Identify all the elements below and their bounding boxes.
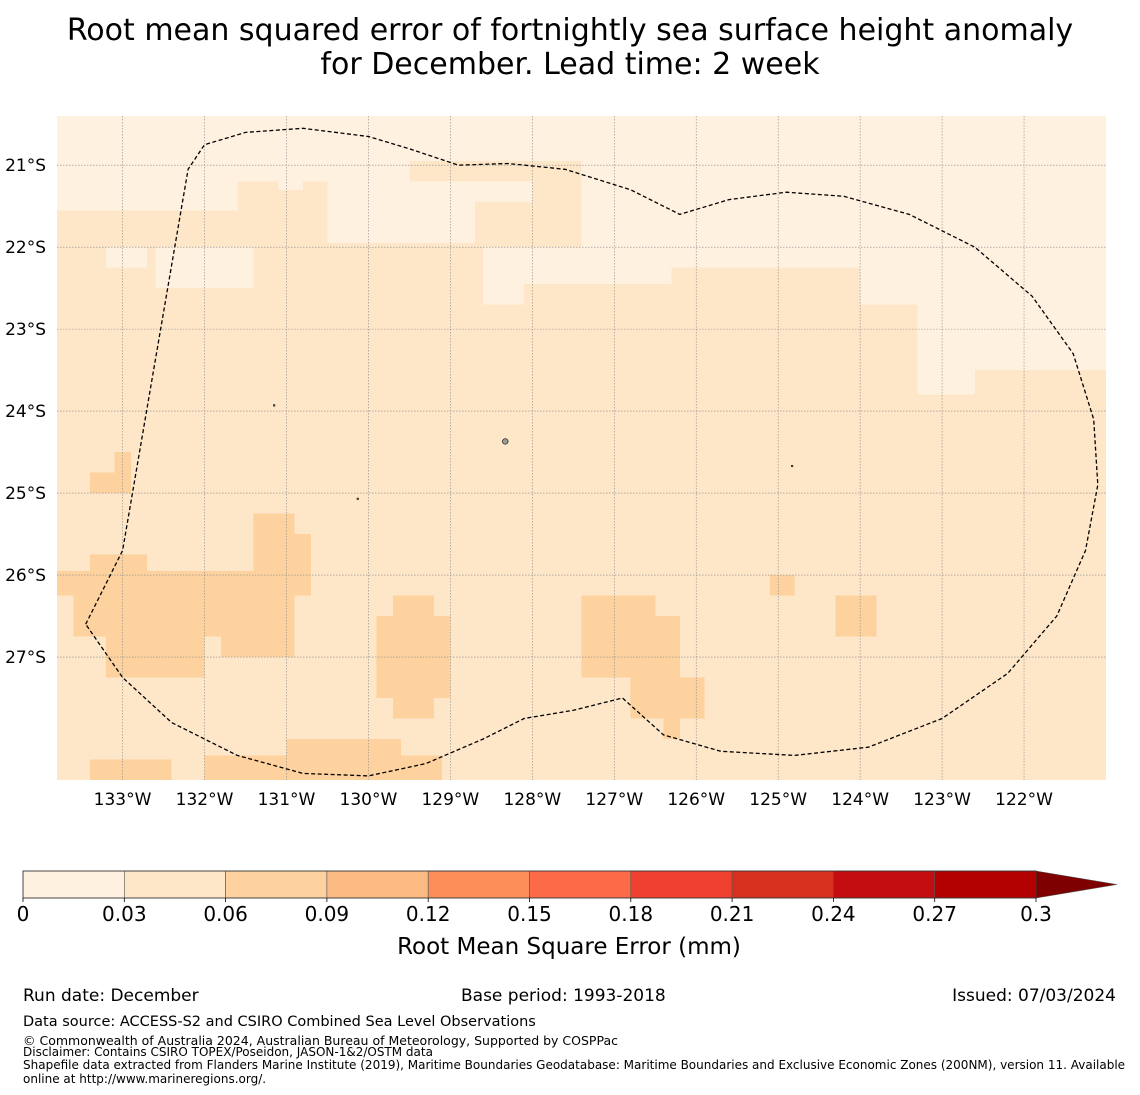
- heatmap-cell: [483, 247, 525, 305]
- colorbar-tick-label: 0.06: [203, 902, 248, 926]
- island-marker: [790, 464, 794, 468]
- issued-date: Issued: 07/03/2024: [952, 986, 1116, 1006]
- colorbar-bin: [124, 870, 226, 899]
- x-tick-label: 130°W: [340, 790, 398, 810]
- colorbar-tick-label: 0.27: [912, 902, 957, 926]
- heatmap-cell: [253, 513, 295, 571]
- colorbar-tick-label: 0.3: [1020, 902, 1052, 926]
- x-tick-label: 122°W: [995, 790, 1053, 810]
- heatmap-cell: [835, 595, 877, 637]
- heatmap-cell: [57, 161, 238, 211]
- colorbar-tick-label: 0.03: [102, 902, 147, 926]
- run-date: Run date: December: [23, 986, 199, 1006]
- heatmap-cell: [89, 554, 148, 571]
- colorbar-bin: [529, 870, 632, 899]
- x-tick-label: 124°W: [831, 790, 889, 810]
- y-tick-label: 27°S: [5, 648, 46, 668]
- shapefile-credit-line-2: online at http://www.marineregions.org/.: [23, 1072, 267, 1086]
- colorbar-bin: [934, 870, 1037, 899]
- y-axis-tick-labels: 21°S 22°S 23°S 24°S 25°S 26°S 27°S: [5, 156, 46, 668]
- colorbar-tick-label: 0: [17, 902, 30, 926]
- colorbar-tick-label: 0.12: [406, 902, 451, 926]
- heatmap-cell: [278, 165, 303, 190]
- heatmap-cell: [474, 181, 533, 203]
- x-tick-label: 123°W: [913, 790, 971, 810]
- x-tick-label: 131°W: [258, 790, 316, 810]
- colorbar-bin: [427, 870, 530, 899]
- island-marker: [272, 404, 276, 407]
- heatmap-cell: [917, 304, 975, 395]
- chart-title-line-2: for December. Lead time: 2 week: [320, 47, 820, 82]
- x-tick-label: 129°W: [421, 790, 479, 810]
- colorbar-tick-label: 0.15: [507, 902, 552, 926]
- colorbar-bin: [833, 870, 936, 899]
- heatmap-cells: [57, 116, 1106, 780]
- heatmap-cell: [655, 616, 680, 678]
- heatmap-cell: [57, 570, 312, 596]
- x-tick-label: 125°W: [749, 790, 807, 810]
- x-axis-tick-labels: 133°W 132°W 131°W 130°W 129°W 128°W 127°W 126°W…: [94, 790, 1053, 810]
- colorbar-tick-label: 0.21: [710, 902, 755, 926]
- heatmap-cell: [294, 534, 312, 571]
- heatmap-cell: [663, 718, 680, 740]
- rmse-map: 133°W 132°W 131°W 130°W 129°W 128°W 127°W 126°W…: [5, 116, 1106, 810]
- eez-boundary: [85, 127, 1099, 777]
- x-tick-label: 127°W: [585, 790, 643, 810]
- colorbar-bin: [731, 870, 834, 899]
- island-marker: [356, 497, 359, 501]
- data-source: Data source: ACCESS-S2 and CSIRO Combine…: [23, 1014, 536, 1030]
- heatmap-cell: [89, 472, 131, 494]
- colorbar-extend-arrow: [1035, 870, 1118, 899]
- x-tick-label: 133°W: [94, 790, 152, 810]
- colorbar-tick-label: 0.18: [609, 902, 654, 926]
- colorbar-label: Root Mean Square Error (mm): [397, 934, 741, 960]
- heatmap-cell: [237, 161, 410, 182]
- y-tick-label: 22°S: [5, 238, 46, 258]
- base-period: Base period: 1993-2018: [461, 986, 666, 1006]
- colorbar-bins: [22, 870, 1118, 899]
- chart-title: Root mean squared error of fortnightly s…: [0, 14, 1140, 82]
- colorbar-tick-label: 0.24: [811, 902, 856, 926]
- gridlines: [57, 116, 1106, 780]
- disclaimer: Disclaimer: Contains CSIRO TOPEX/Poseido…: [23, 1045, 433, 1059]
- heatmap-cell: [769, 575, 795, 596]
- islands: [272, 404, 794, 501]
- chart-title-line-1: Root mean squared error of fortnightly s…: [66, 13, 1074, 48]
- colorbar-frame: [22, 870, 1037, 899]
- y-tick-label: 25°S: [5, 484, 46, 504]
- x-tick-label: 128°W: [503, 790, 561, 810]
- colorbar-bin: [630, 870, 733, 899]
- heatmap-cell: [630, 677, 705, 719]
- x-tick-label: 132°W: [176, 790, 234, 810]
- heatmap-cell: [73, 595, 295, 637]
- shapefile-credit-line-1: Shapefile data extracted from Flanders M…: [23, 1058, 1126, 1072]
- island-marker: [502, 438, 509, 445]
- x-tick-label: 126°W: [667, 790, 725, 810]
- colorbar-tick-label: 0.09: [305, 902, 350, 926]
- y-tick-label: 24°S: [5, 402, 46, 422]
- heatmap-cell: [89, 759, 172, 780]
- heatmap-cell: [393, 595, 434, 617]
- heatmap-cell: [393, 698, 434, 719]
- heatmap-cell: [106, 247, 148, 268]
- heatmap-cell: [524, 247, 672, 285]
- eez-outline: [85, 127, 1099, 777]
- y-tick-label: 23°S: [5, 320, 46, 340]
- colorbar-bin: [326, 870, 429, 899]
- y-tick-label: 26°S: [5, 566, 46, 586]
- heatmap-cell: [327, 181, 475, 244]
- heatmap-cell: [581, 595, 656, 678]
- y-tick-label: 21°S: [5, 156, 46, 176]
- copyright: © Commonwealth of Australia 2024, Austra…: [23, 1033, 618, 1048]
- colorbar-bin: [22, 870, 125, 899]
- colorbar-bin: [225, 870, 328, 899]
- colorbar-tick-labels: 0 0.03 0.06 0.09 0.12 0.15 0.18 0.21 0.24 0.27 0.3: [17, 898, 1052, 926]
- heatmap-cell: [204, 755, 443, 780]
- heatmap-cell: [57, 116, 1106, 162]
- heatmap-cell: [220, 636, 295, 658]
